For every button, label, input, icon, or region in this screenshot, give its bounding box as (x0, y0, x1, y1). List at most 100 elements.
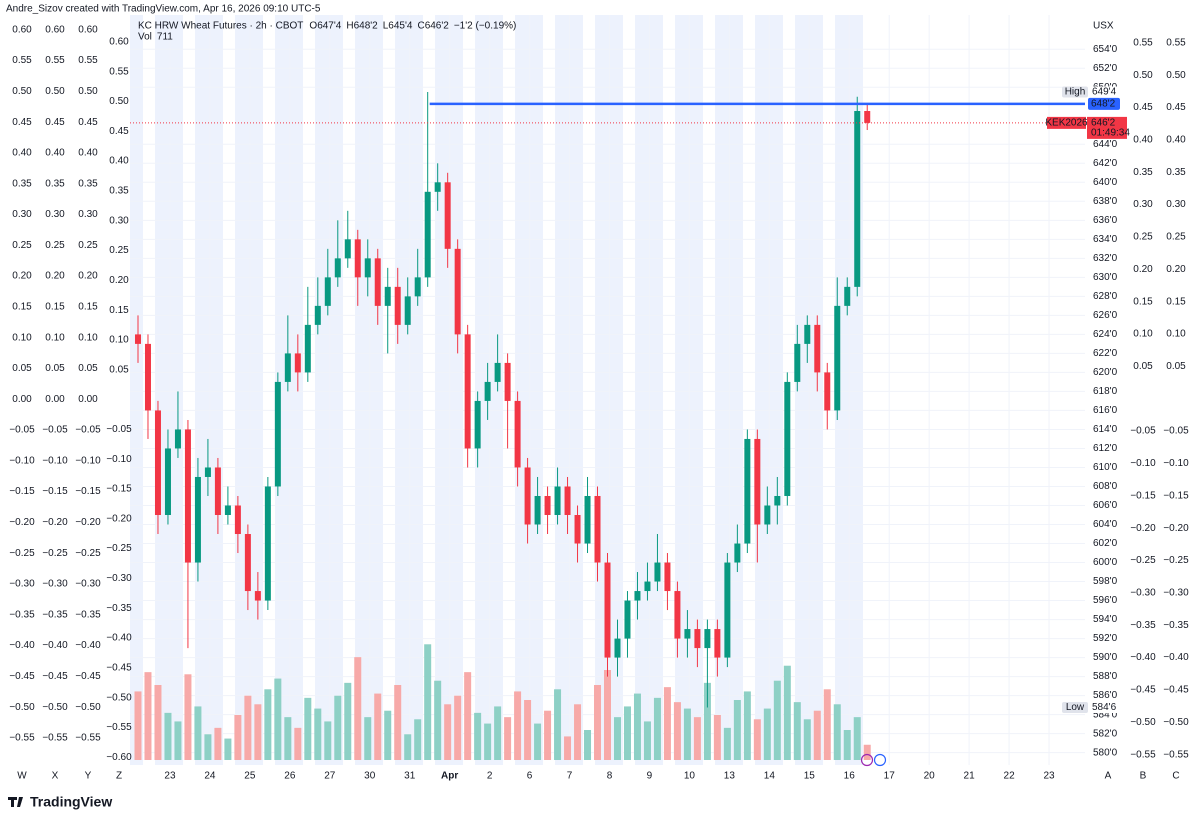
candle-body (274, 381, 281, 487)
legend-text: 646'2 (425, 21, 450, 32)
candle-body (484, 381, 491, 401)
scale-tick-label: −0.15 (9, 486, 35, 497)
volume-bar (514, 691, 522, 760)
date-tick-label: 23 (164, 771, 176, 782)
candle-body (134, 334, 141, 344)
scale-tick-label: −0.35 (1130, 620, 1156, 631)
candle-body (214, 467, 221, 515)
price-tick-label: 642'0 (1093, 158, 1118, 169)
scale-tick-label: 0.45 (1166, 102, 1186, 113)
volume-layer (134, 644, 871, 760)
volume-bar (863, 744, 871, 760)
price-tick-label: 618'0 (1093, 386, 1118, 397)
candle-body (834, 305, 841, 411)
candle-body (814, 324, 821, 373)
legend-text: H (346, 21, 353, 32)
volume-bar (284, 717, 292, 760)
price-tick-label: 610'0 (1093, 462, 1118, 473)
scale-tick-label: −0.05 (1163, 426, 1189, 437)
volume-bar (534, 723, 542, 760)
legend-text: KC HRW Wheat Futures · 2h · CBOT (138, 21, 303, 32)
volume-bar (853, 717, 861, 760)
candle-body (774, 495, 781, 506)
volume-bar (803, 719, 811, 760)
date-tick-label: 26 (284, 771, 296, 782)
scale-tick-label: 0.55 (78, 55, 98, 66)
icon[interactable] (873, 753, 887, 767)
scale-tick-label: −0.55 (75, 733, 101, 744)
session-band (130, 15, 143, 765)
scale-tick-label: 0.50 (109, 96, 129, 107)
price-tick-label: 608'0 (1093, 481, 1118, 492)
scale-tick-label: 0.10 (45, 332, 65, 343)
scale-tick-label: −0.15 (1163, 490, 1189, 501)
candle-body (854, 111, 861, 287)
candle-body (144, 343, 151, 411)
volume-bar (743, 691, 751, 760)
scale-tick-label: −0.55 (1163, 749, 1189, 760)
date-tick-label: 24 (204, 771, 216, 782)
volume-bar (753, 719, 761, 760)
scale-tick-label: 0.05 (109, 364, 129, 375)
replay-icons[interactable] (860, 753, 887, 767)
price-tick-label: 616'0 (1093, 405, 1118, 416)
session-band (435, 15, 463, 765)
candle-body (674, 591, 681, 639)
candle-body (824, 372, 831, 411)
volume-bar (733, 700, 741, 760)
candle-body (164, 448, 171, 515)
scale-tick-label: 0.00 (45, 394, 65, 405)
session-band (355, 15, 383, 765)
scale-tick-label: −0.35 (1163, 620, 1189, 631)
price-tick-label: 634'0 (1093, 234, 1118, 245)
candle-body (664, 562, 671, 592)
scale-tick-label: 0.20 (1133, 264, 1153, 275)
candle-body (794, 343, 801, 382)
price-tick-label: 594'0 (1093, 614, 1118, 625)
date-tick-label: 16 (844, 771, 856, 782)
candle-body (754, 438, 761, 525)
scale-tick-label: 0.45 (45, 117, 65, 128)
candle-body (844, 286, 851, 306)
candle-body (704, 629, 711, 649)
scale-tick-label: −0.45 (42, 671, 68, 682)
price-tick-label: 624'0 (1093, 329, 1118, 340)
icon[interactable] (860, 753, 874, 767)
scale-tick-label: −0.50 (1163, 717, 1189, 728)
candle-body (574, 515, 581, 544)
date-tick-label: 20 (924, 771, 936, 782)
candle-body (334, 258, 341, 278)
scale-tick-label: 0.20 (12, 271, 32, 282)
scale-tick-label: −0.50 (9, 702, 35, 713)
volume-bar (723, 727, 731, 760)
scale-tick-label: −0.20 (9, 517, 35, 528)
scale-tick-label: −0.55 (1130, 749, 1156, 760)
scale-tick-label: −0.10 (1163, 458, 1189, 469)
candle-body (294, 353, 301, 373)
candle-body (284, 353, 291, 382)
volume-bar (663, 687, 671, 760)
scale-tick-label: −0.30 (9, 579, 35, 590)
scale-tick-label: −0.10 (1130, 458, 1156, 469)
candle-body (364, 258, 371, 278)
unit-label: USX (1093, 21, 1114, 32)
scale-tick-label: 0.30 (78, 209, 98, 220)
volume-bar (544, 710, 552, 760)
scale-tick-label: 0.20 (1166, 264, 1186, 275)
date-tick-label: Apr (441, 771, 458, 782)
grid-layer (130, 15, 1085, 765)
scale-name: Y (85, 771, 92, 782)
scale-tick-label: −0.20 (106, 513, 132, 524)
scale-tick-label: 0.55 (1166, 37, 1186, 48)
volume-bar (294, 727, 302, 760)
volume-bar (484, 723, 492, 760)
price-tick-label: 596'0 (1093, 595, 1118, 606)
candle-body (424, 191, 431, 278)
scale-tick-label: −0.40 (75, 640, 101, 651)
price-tick-label: 600'0 (1093, 557, 1118, 568)
date-tick-label: 8 (607, 771, 613, 782)
candle-body (524, 467, 531, 525)
scale-tick-label: −0.50 (106, 692, 132, 703)
volume-bar (384, 710, 392, 760)
